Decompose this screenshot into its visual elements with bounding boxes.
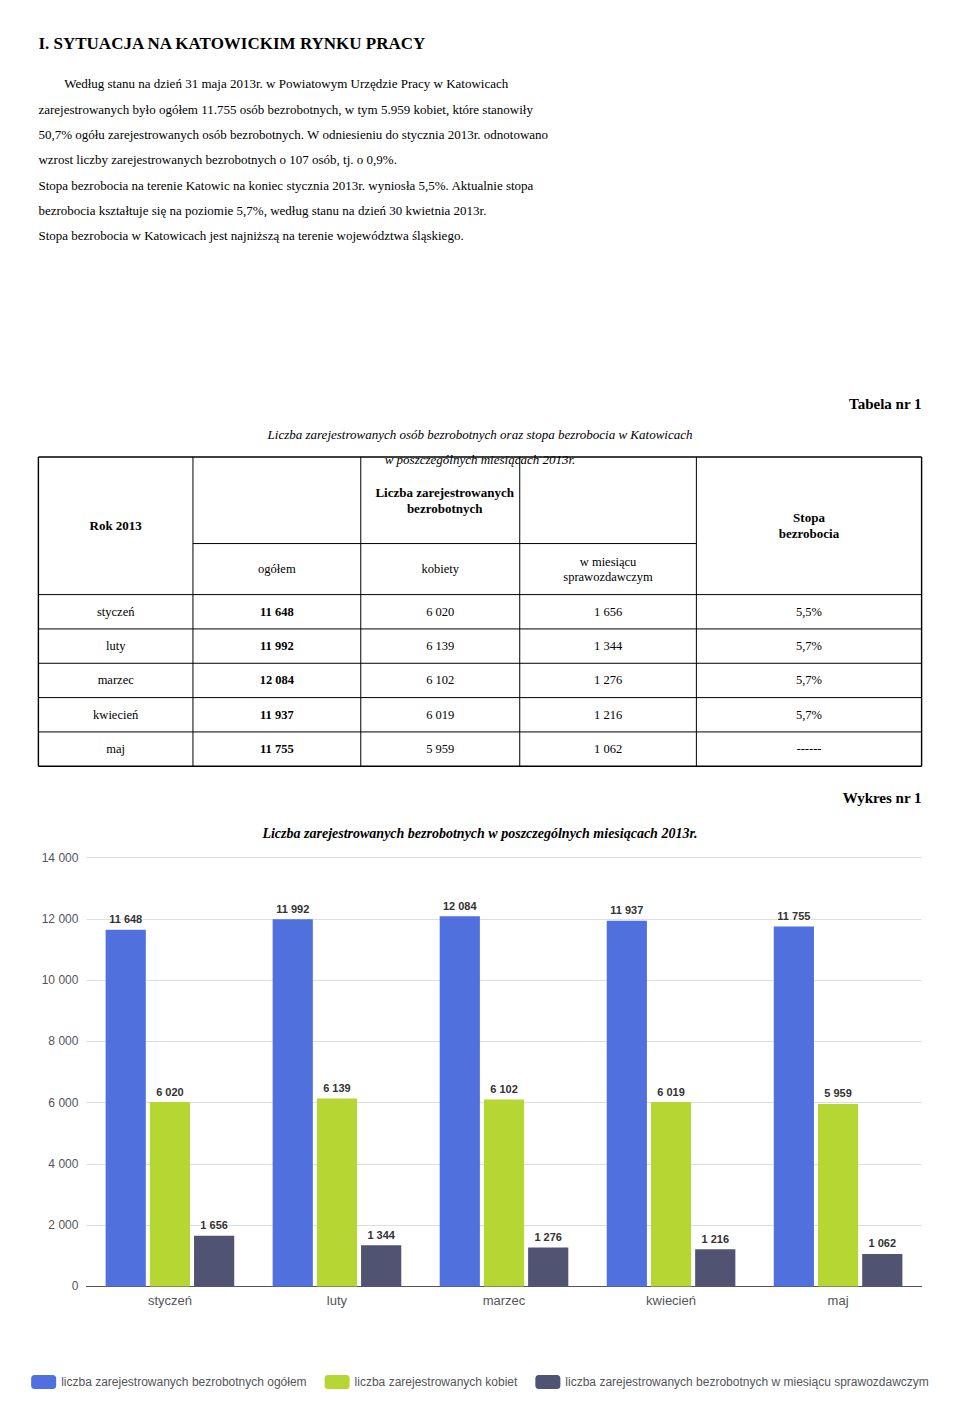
svg-text:1 062: 1 062	[869, 1237, 897, 1249]
svg-text:maj: maj	[828, 1293, 849, 1308]
svg-text:zarejestrowanych było ogółem 1: zarejestrowanych było ogółem 11.755 osób…	[38, 102, 533, 117]
svg-text:Według stanu na dzień 31 maja: Według stanu na dzień 31 maja 2013r. w P…	[38, 76, 508, 91]
svg-text:10 000: 10 000	[42, 973, 79, 987]
svg-text:8 000: 8 000	[48, 1034, 78, 1048]
svg-text:1 656: 1 656	[594, 605, 622, 619]
svg-text:14 000: 14 000	[42, 851, 79, 865]
svg-text:Wykres nr 1: Wykres nr 1	[843, 790, 922, 806]
svg-text:11 755: 11 755	[260, 742, 294, 756]
svg-text:1 216: 1 216	[701, 1233, 729, 1245]
svg-text:1 216: 1 216	[594, 708, 622, 722]
svg-text:1 276: 1 276	[534, 1231, 562, 1243]
svg-text:sprawozdawczym: sprawozdawczym	[563, 570, 653, 584]
svg-text:kwiecień: kwiecień	[646, 1293, 696, 1308]
svg-text:5 959: 5 959	[426, 742, 454, 756]
svg-text:1 276: 1 276	[594, 673, 622, 687]
svg-text:kwiecień: kwiecień	[93, 708, 139, 722]
svg-text:6 139: 6 139	[426, 639, 454, 653]
svg-text:4 000: 4 000	[48, 1157, 78, 1171]
svg-text:maj: maj	[106, 742, 125, 756]
svg-text:5,7%: 5,7%	[796, 673, 822, 687]
svg-text:kobiety: kobiety	[422, 562, 460, 576]
svg-text:1 344: 1 344	[594, 639, 623, 653]
svg-text:Stopa bezrobocia w Katowicach: Stopa bezrobocia w Katowicach jest najni…	[38, 228, 463, 243]
svg-text:12 000: 12 000	[42, 912, 79, 926]
svg-text:bezrobocia kształtuje się na p: bezrobocia kształtuje się na poziomie 5,…	[38, 203, 486, 218]
svg-text:liczba zarejestrowanych bezrob: liczba zarejestrowanych bezrobotnych ogó…	[61, 1375, 306, 1389]
svg-text:bezrobotnych: bezrobotnych	[407, 501, 483, 516]
svg-text:6 139: 6 139	[323, 1082, 351, 1094]
svg-text:styczeń: styczeń	[97, 605, 135, 619]
svg-text:1 344: 1 344	[367, 1229, 395, 1241]
svg-text:11 937: 11 937	[260, 708, 294, 722]
svg-text:1 656: 1 656	[200, 1219, 228, 1231]
svg-text:------: ------	[796, 742, 821, 756]
svg-text:12 084: 12 084	[443, 900, 478, 912]
svg-text:Liczba zarejestrowanych osób b: Liczba zarejestrowanych osób bezrobotnyc…	[267, 427, 693, 442]
svg-text:styczeń: styczeń	[148, 1293, 192, 1308]
svg-text:6 102: 6 102	[490, 1083, 518, 1095]
svg-text:I. SYTUACJA NA KATOWICKIM RYNK: I. SYTUACJA NA KATOWICKIM RYNKU PRACY	[38, 34, 425, 53]
svg-text:5,5%: 5,5%	[796, 605, 822, 619]
svg-text:11 937: 11 937	[610, 904, 643, 916]
svg-text:marzec: marzec	[483, 1293, 526, 1308]
svg-text:6 020: 6 020	[156, 1086, 184, 1098]
svg-text:ogółem: ogółem	[258, 562, 296, 576]
svg-text:liczba zarejestrowanych kobiet: liczba zarejestrowanych kobiet	[355, 1375, 518, 1389]
svg-text:5,7%: 5,7%	[796, 708, 822, 722]
svg-text:w miesiącu: w miesiącu	[580, 555, 637, 569]
svg-text:50,7% ogółu zarejestrowanych o: 50,7% ogółu zarejestrowanych osób bezrob…	[38, 127, 548, 142]
svg-text:liczba zarejestrowanych bezrob: liczba zarejestrowanych bezrobotnych w m…	[565, 1375, 928, 1389]
svg-text:w poszczególnych miesiącach 20: w poszczególnych miesiącach 2013r.	[385, 452, 576, 467]
svg-text:Rok 2013: Rok 2013	[89, 518, 142, 533]
svg-text:wzrost liczby zarejestrowanych: wzrost liczby zarejestrowanych bezrobotn…	[38, 152, 396, 167]
svg-text:Tabela nr 1: Tabela nr 1	[849, 396, 922, 412]
svg-text:5,7%: 5,7%	[796, 639, 822, 653]
svg-text:5 959: 5 959	[824, 1087, 852, 1099]
svg-text:marzec: marzec	[98, 673, 135, 687]
svg-text:luty: luty	[106, 639, 126, 653]
svg-text:Stopa: Stopa	[793, 510, 825, 525]
svg-text:6 020: 6 020	[426, 605, 454, 619]
svg-text:2 000: 2 000	[48, 1218, 78, 1232]
svg-text:6 019: 6 019	[426, 708, 454, 722]
svg-text:11 648: 11 648	[260, 605, 294, 619]
svg-text:0: 0	[72, 1279, 79, 1293]
svg-text:6 102: 6 102	[426, 673, 454, 687]
svg-text:luty: luty	[327, 1293, 348, 1308]
svg-text:12 084: 12 084	[260, 673, 295, 687]
svg-text:11 992: 11 992	[276, 903, 309, 915]
svg-text:11 992: 11 992	[260, 639, 294, 653]
svg-text:11 648: 11 648	[109, 913, 142, 925]
svg-text:6 019: 6 019	[657, 1086, 685, 1098]
svg-text:Liczba zarejestrowanych bezrob: Liczba zarejestrowanych bezrobotnych w p…	[261, 826, 697, 841]
svg-text:6 000: 6 000	[48, 1096, 78, 1110]
svg-text:bezrobocia: bezrobocia	[779, 526, 840, 541]
svg-text:11 755: 11 755	[777, 910, 810, 922]
svg-text:1 062: 1 062	[594, 742, 622, 756]
svg-text:Liczba zarejestrowanych: Liczba zarejestrowanych	[375, 485, 514, 500]
svg-text:Stopa bezrobocia na terenie Ka: Stopa bezrobocia na terenie Katowic na k…	[38, 178, 533, 193]
